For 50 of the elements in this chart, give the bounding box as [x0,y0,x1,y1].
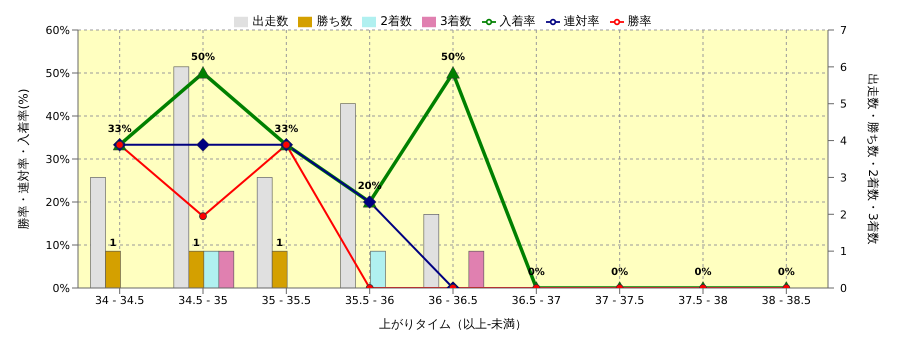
y-axis-title: 勝率・連対率・入着率(%) [16,88,30,230]
data-label: 1 [192,238,200,250]
x-tick-label: 36.5 - 37 [512,294,562,307]
x-axis-title: 上がりタイム（以上-未満） [378,317,528,331]
data-label: 0% [611,267,628,278]
y2-tick-label: 6 [840,60,847,74]
y-tick-label: 0% [52,282,70,295]
data-label: 33% [274,124,298,135]
data-label: 1 [276,238,284,250]
x-tick-label: 34.5 - 35 [178,294,228,307]
data-label: 0% [778,267,795,278]
legend-label: 連対率 [564,14,600,28]
bar [468,250,484,288]
y-tick-label: 20% [46,196,70,209]
x-tick-label: 37 - 37.5 [594,294,644,307]
x-tick-label: 35.5 - 36 [344,294,394,307]
x-tick-label: 38 - 38.5 [762,294,812,307]
legend-label: 勝ち数 [316,14,352,28]
data-label: 50% [191,52,215,63]
y2-axis-title: 出走数・勝ち数・2着数・3着数 [866,73,880,245]
x-tick-label: 35 - 35.5 [262,294,312,307]
legend-label: 入着率 [500,14,536,28]
point [199,212,207,220]
x-tick-label: 34 - 34.5 [94,294,144,307]
legend-label: 出走数 [252,14,288,28]
x-tick-label: 37.5 - 38 [678,294,728,307]
y-tick-label: 10% [46,238,70,252]
y-tick-label: 30% [46,152,70,166]
y2-tick-label: 4 [840,134,847,148]
y2-tick-label: 0 [840,282,847,295]
point [196,138,210,152]
y2-tick-label: 5 [840,98,847,111]
y-tick-label: 60% [46,24,70,37]
bar [340,103,356,288]
y2-tick-label: 2 [840,208,847,222]
y-tick-label: 40% [46,110,70,123]
y2-tick-label: 7 [840,24,847,37]
bar [424,214,440,288]
bar [370,250,386,288]
y2-tick-label: 3 [840,171,847,184]
legend-label: 2着数 [380,14,412,28]
data-label: 0% [694,267,712,278]
y-tick-label: 50% [46,66,70,80]
x-tick-label: 36 - 36.5 [428,294,478,307]
legend-label: 3着数 [440,14,472,28]
data-label: 33% [108,124,132,135]
data-label: 1 [110,238,117,250]
data-label: 50% [441,52,465,63]
y2-tick-label: 1 [840,245,847,258]
legend-label: 勝率 [628,14,652,28]
